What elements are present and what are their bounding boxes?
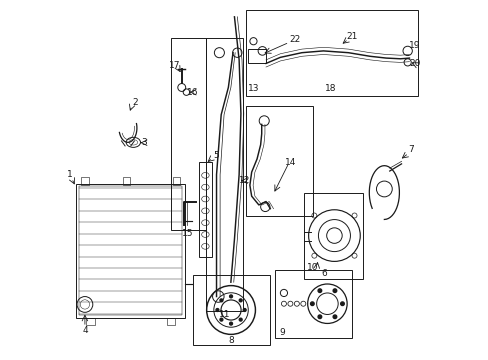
Circle shape [239,299,242,302]
Bar [192,275,269,345]
Text: 10: 10 [306,263,318,272]
Text: 14: 14 [285,158,296,167]
Bar [79,186,182,315]
Bar [247,49,265,63]
Text: 6: 6 [321,269,326,278]
Circle shape [229,322,232,325]
Bar [86,318,94,324]
Bar [274,270,351,338]
Circle shape [332,289,336,292]
Circle shape [216,309,219,311]
Circle shape [239,318,242,321]
Text: 16: 16 [186,87,198,96]
Bar [81,177,88,185]
Circle shape [317,315,321,319]
Text: 8: 8 [228,336,233,345]
Text: 12: 12 [238,176,250,185]
Bar [166,318,175,324]
Circle shape [310,302,313,306]
Text: 5: 5 [213,151,219,160]
Circle shape [220,299,223,302]
Text: 7: 7 [407,145,413,154]
Text: 22: 22 [288,35,300,44]
Circle shape [220,318,223,321]
Bar [205,39,243,311]
Text: 20: 20 [408,59,420,68]
Text: 1: 1 [67,170,73,179]
Bar [170,39,205,230]
Bar [122,177,129,185]
Bar [246,10,418,96]
Circle shape [317,289,321,292]
Text: 17: 17 [168,61,180,70]
Text: 11: 11 [218,310,230,319]
Circle shape [332,315,336,319]
Text: 19: 19 [408,41,420,50]
Bar [303,193,362,279]
Bar [246,107,312,216]
Text: 4: 4 [82,326,87,335]
Text: 15: 15 [182,229,193,238]
Circle shape [229,295,232,298]
Text: 21: 21 [346,32,357,41]
Bar [76,184,185,318]
Text: 18: 18 [324,84,336,93]
Text: 3: 3 [141,138,147,147]
Circle shape [340,302,344,306]
Text: 13: 13 [247,84,259,93]
Bar [198,162,212,257]
Circle shape [243,309,245,311]
Text: 2: 2 [132,98,138,107]
Bar [172,177,180,185]
Text: 9: 9 [279,328,285,337]
